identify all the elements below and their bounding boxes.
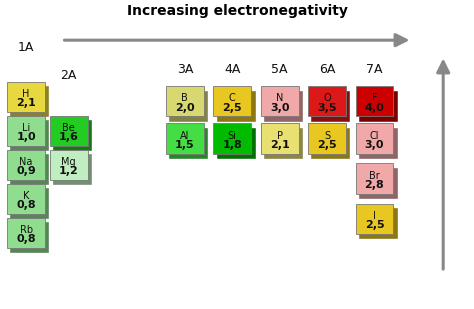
Text: 4,0: 4,0 [365,103,384,113]
FancyBboxPatch shape [359,128,397,158]
FancyBboxPatch shape [166,123,204,154]
Text: 2,5: 2,5 [317,140,337,150]
Text: 2,5: 2,5 [365,220,384,230]
FancyBboxPatch shape [356,86,393,116]
Text: B: B [182,94,188,104]
Text: I: I [373,211,376,221]
Text: 1,8: 1,8 [222,140,242,150]
Text: P: P [277,131,283,141]
Text: 1,2: 1,2 [59,166,79,176]
FancyBboxPatch shape [10,188,48,218]
Text: Br: Br [369,171,380,181]
Text: Li: Li [22,123,30,133]
Text: 2,0: 2,0 [175,103,195,113]
Text: H: H [22,89,30,99]
FancyBboxPatch shape [308,86,346,116]
Text: S: S [324,131,330,141]
FancyBboxPatch shape [53,120,91,150]
Text: Na: Na [19,157,33,167]
FancyBboxPatch shape [7,116,45,146]
FancyBboxPatch shape [311,91,349,121]
Text: Al: Al [180,131,190,141]
FancyBboxPatch shape [169,128,207,158]
Text: 2,8: 2,8 [365,180,384,190]
FancyBboxPatch shape [7,150,45,180]
FancyBboxPatch shape [10,86,48,116]
Text: O: O [323,94,331,104]
FancyBboxPatch shape [169,91,207,121]
FancyBboxPatch shape [356,123,393,154]
Text: 0,9: 0,9 [16,166,36,176]
Text: 3,0: 3,0 [365,140,384,150]
FancyBboxPatch shape [359,91,397,121]
FancyBboxPatch shape [264,128,302,158]
FancyBboxPatch shape [261,86,299,116]
Text: 7A: 7A [366,63,383,76]
Text: F: F [372,94,377,104]
Text: 3,0: 3,0 [270,103,290,113]
Text: 1,5: 1,5 [175,140,195,150]
Text: 2,1: 2,1 [16,98,36,108]
Text: 2,1: 2,1 [270,140,290,150]
Text: Mg: Mg [62,157,76,167]
Text: Cl: Cl [370,131,379,141]
FancyBboxPatch shape [308,123,346,154]
Text: 6A: 6A [319,63,335,76]
FancyBboxPatch shape [217,128,255,158]
FancyBboxPatch shape [261,123,299,154]
FancyBboxPatch shape [166,86,204,116]
FancyBboxPatch shape [213,123,251,154]
FancyBboxPatch shape [7,82,45,112]
FancyBboxPatch shape [7,218,45,248]
Text: 3A: 3A [177,63,193,76]
FancyBboxPatch shape [356,163,393,194]
Text: 0,8: 0,8 [16,200,36,210]
FancyBboxPatch shape [264,91,302,121]
FancyBboxPatch shape [217,91,255,121]
Text: Increasing electronegativity: Increasing electronegativity [127,4,347,18]
FancyBboxPatch shape [50,150,88,180]
Text: 2A: 2A [61,69,77,82]
Text: 0,8: 0,8 [16,234,36,244]
Text: 1,6: 1,6 [59,132,79,142]
Text: Rb: Rb [19,225,33,235]
Text: 4A: 4A [224,63,240,76]
FancyBboxPatch shape [7,184,45,214]
FancyBboxPatch shape [10,120,48,150]
Text: 5A: 5A [272,63,288,76]
FancyBboxPatch shape [213,86,251,116]
Text: 2,5: 2,5 [222,103,242,113]
Text: N: N [276,94,283,104]
FancyBboxPatch shape [53,154,91,184]
FancyBboxPatch shape [356,204,393,234]
FancyBboxPatch shape [10,154,48,184]
Text: K: K [23,191,29,201]
Text: 1A: 1A [18,41,34,54]
FancyBboxPatch shape [10,222,48,252]
FancyBboxPatch shape [359,168,397,198]
Text: 1,0: 1,0 [16,132,36,142]
FancyBboxPatch shape [359,208,397,238]
Text: C: C [229,94,236,104]
Text: Si: Si [228,131,237,141]
Text: 3,5: 3,5 [317,103,337,113]
Text: Be: Be [63,123,75,133]
FancyBboxPatch shape [50,116,88,146]
FancyBboxPatch shape [311,128,349,158]
